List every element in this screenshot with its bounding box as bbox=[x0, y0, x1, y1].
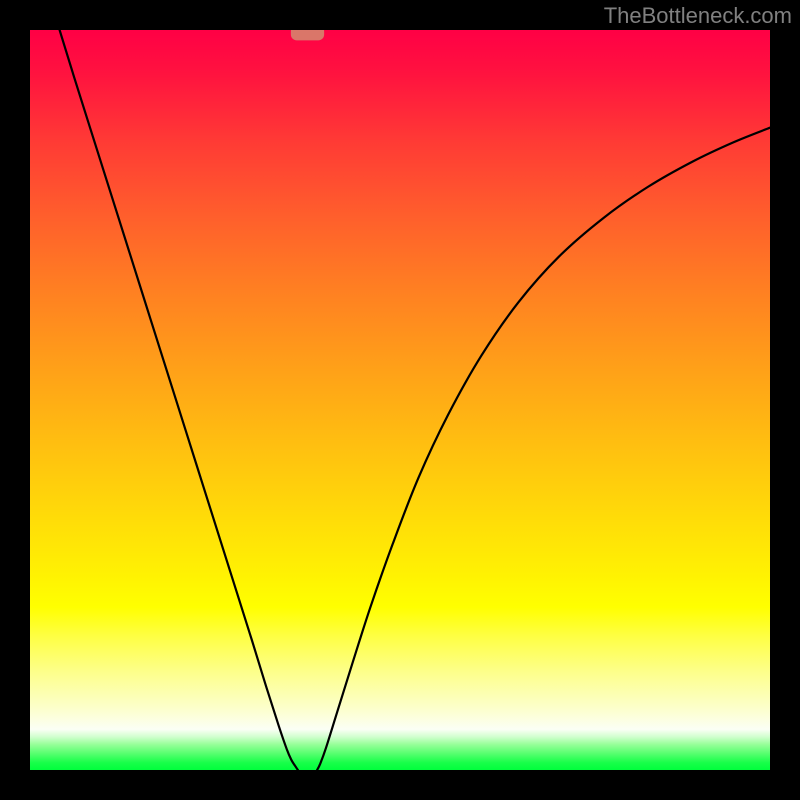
watermark-text: TheBottleneck.com bbox=[604, 3, 792, 29]
plot-svg bbox=[30, 30, 770, 770]
gradient-background bbox=[30, 30, 770, 770]
minimum-marker bbox=[291, 30, 324, 40]
plot-area bbox=[30, 30, 770, 770]
chart-frame: TheBottleneck.com bbox=[0, 0, 800, 800]
